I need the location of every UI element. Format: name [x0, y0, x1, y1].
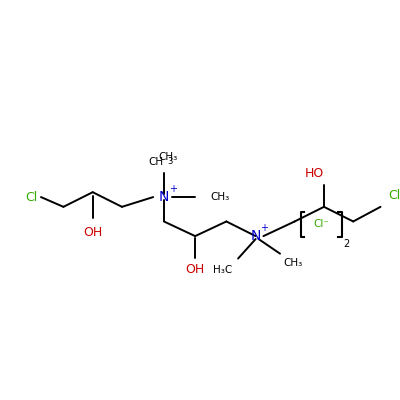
- Text: CH₃: CH₃: [211, 192, 230, 202]
- Text: CH: CH: [149, 157, 164, 167]
- Text: OH: OH: [83, 226, 102, 239]
- Text: 2: 2: [344, 239, 350, 249]
- Text: H₃C: H₃C: [213, 265, 232, 275]
- Text: 3: 3: [167, 158, 172, 166]
- Text: OH: OH: [186, 264, 205, 276]
- Text: +: +: [260, 223, 268, 233]
- Text: CH₃: CH₃: [283, 258, 302, 268]
- Text: Cl: Cl: [388, 189, 400, 202]
- Text: Cl: Cl: [25, 190, 37, 204]
- Text: N: N: [250, 229, 261, 243]
- Text: +: +: [169, 184, 177, 194]
- Text: Cl⁻: Cl⁻: [313, 219, 329, 229]
- Text: CH₃: CH₃: [158, 152, 178, 162]
- Text: N: N: [159, 190, 169, 204]
- Text: HO: HO: [305, 166, 324, 180]
